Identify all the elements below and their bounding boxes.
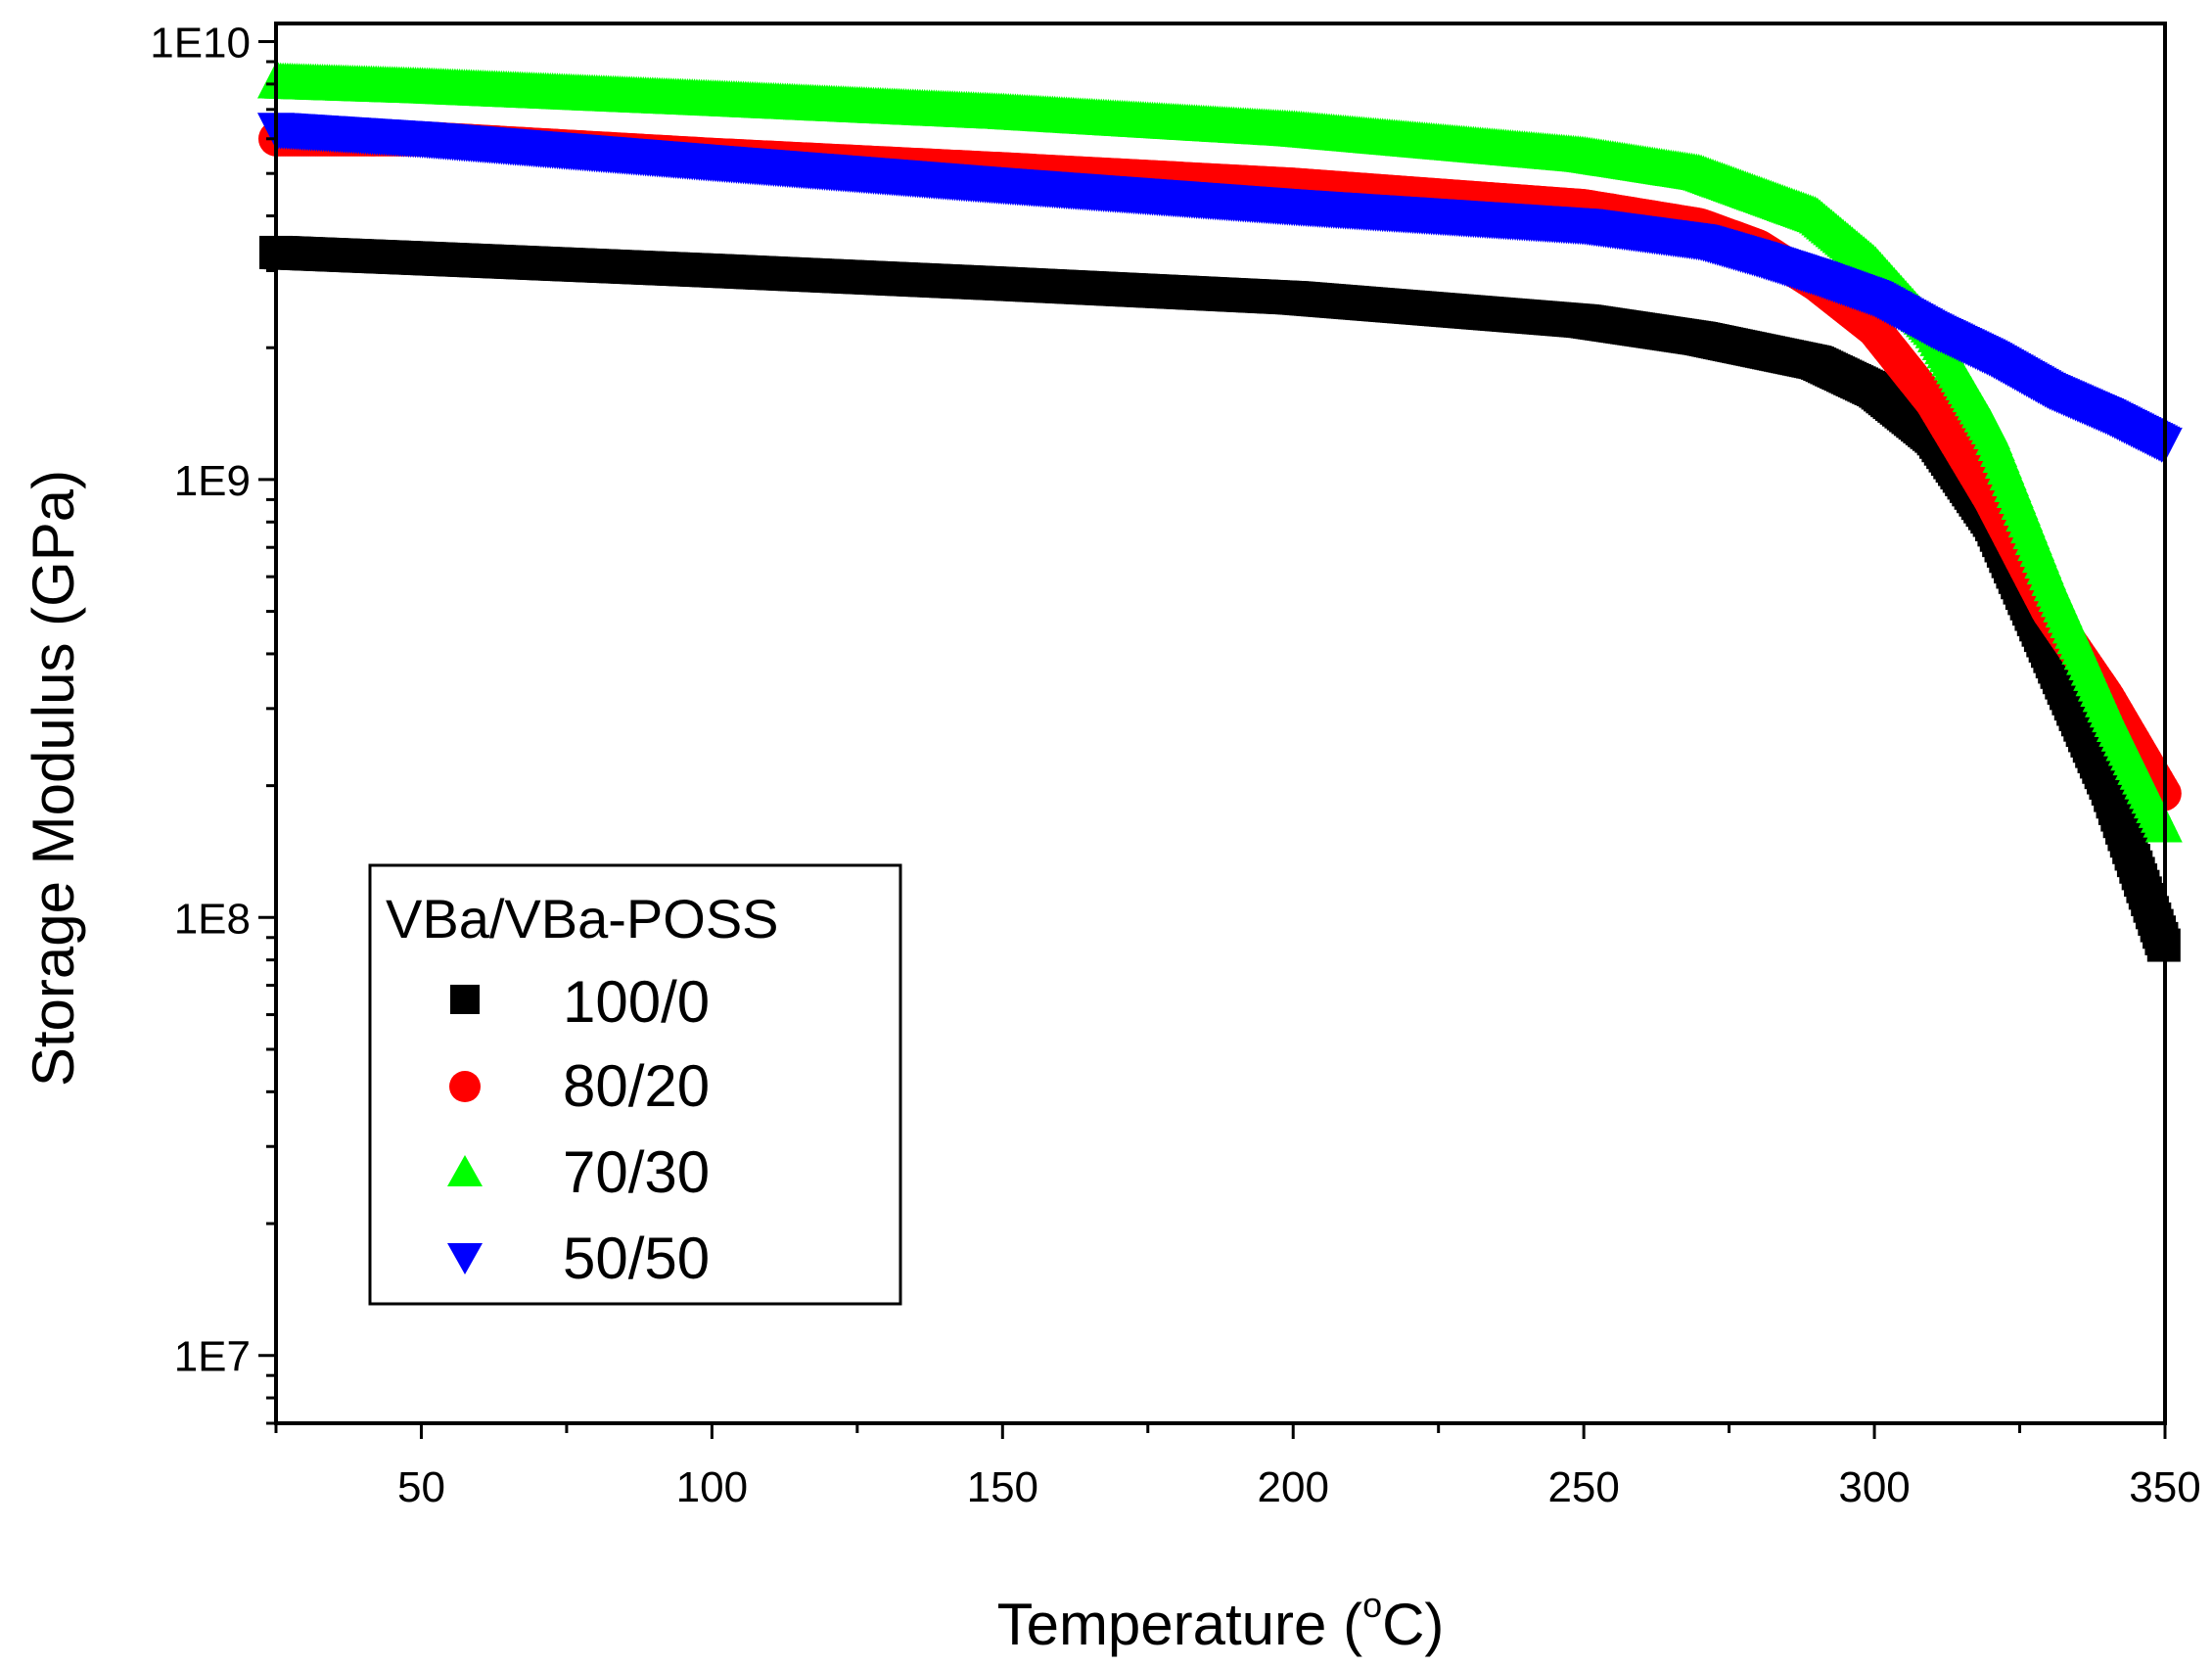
y-tick-label: 1E9: [174, 457, 251, 505]
data-marks: [257, 62, 2183, 962]
x-tick-label: 100: [676, 1463, 748, 1511]
legend-label-100-0: 100/0: [563, 969, 710, 1035]
x-tick-label: 150: [967, 1463, 1038, 1511]
legend-marker-triangle-up-icon: [447, 1155, 483, 1186]
legend-marker-square-icon: [450, 985, 480, 1014]
x-tick-label: 50: [397, 1463, 445, 1511]
y-tick-label: 1E8: [174, 895, 251, 943]
x-axis-title-superscript: o: [1362, 1585, 1382, 1625]
legend-label-70-30: 70/30: [563, 1139, 710, 1205]
series-70-30: [257, 62, 2183, 843]
y-tick-label: 1E10: [150, 20, 251, 68]
x-tick-label: 300: [1838, 1463, 1910, 1511]
legend: VBa/VBa-POSS 100/0 80/20 70/30 50/50: [368, 863, 902, 1306]
series-100-0: [259, 235, 2181, 962]
plot-frame: [274, 22, 2167, 1425]
legend-label-50-50: 50/50: [563, 1226, 710, 1291]
y-axis-title: Storage Modulus (GPa): [21, 470, 86, 1087]
series-50-50: [257, 113, 2183, 464]
legend-marker-triangle-down-icon: [447, 1243, 483, 1274]
series-80-20: [258, 120, 2182, 811]
axis-ticks: 50 100 150 200 250 300 350 1E7 1E8 1E9 1E10: [150, 20, 2200, 1511]
x-axis-title: Temperature (oC): [997, 1585, 1445, 1657]
x-axis-title-tail: C): [1382, 1592, 1444, 1657]
x-tick-label: 250: [1547, 1463, 1619, 1511]
x-axis-title-main: Temperature (: [997, 1592, 1362, 1657]
legend-label-80-20: 80/20: [563, 1053, 710, 1119]
legend-title: VBa/VBa-POSS: [386, 888, 779, 949]
y-tick-label: 1E7: [174, 1333, 251, 1381]
x-tick-label: 350: [2129, 1463, 2200, 1511]
legend-marker-circle-icon: [449, 1071, 481, 1102]
x-tick-label: 200: [1258, 1463, 1329, 1511]
